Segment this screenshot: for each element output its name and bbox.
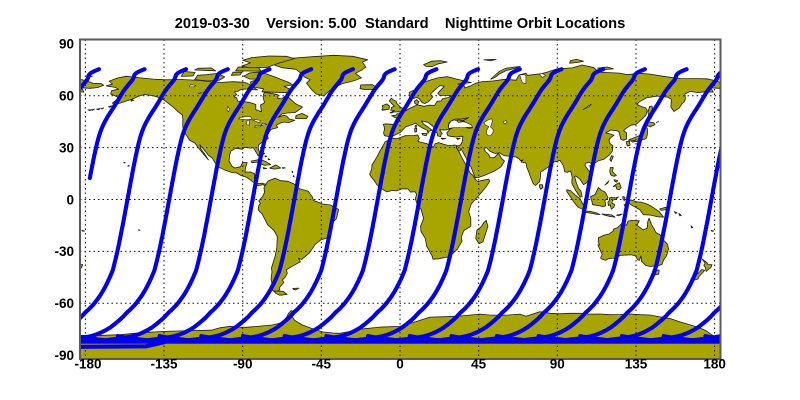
svg-text:-90: -90	[233, 356, 253, 371]
svg-text:0: 0	[66, 192, 74, 207]
svg-text:60: 60	[59, 89, 74, 104]
svg-text:45: 45	[471, 356, 487, 371]
svg-text:90: 90	[59, 37, 74, 52]
svg-text:-30: -30	[54, 244, 74, 259]
svg-text:-60: -60	[54, 296, 74, 311]
svg-text:-180: -180	[74, 356, 101, 371]
svg-text:-90: -90	[54, 348, 74, 363]
svg-text:180: 180	[703, 356, 726, 371]
svg-text:90: 90	[550, 356, 565, 371]
svg-text:30: 30	[59, 140, 74, 155]
svg-text:-135: -135	[150, 356, 178, 371]
svg-text:135: 135	[625, 356, 648, 371]
svg-text:2019-03-30 Version: 5.00 S: 2019-03-30 Version: 5.00 Standard Nightt…	[175, 16, 626, 32]
svg-text:0: 0	[396, 356, 404, 371]
svg-text:-45: -45	[312, 356, 332, 371]
